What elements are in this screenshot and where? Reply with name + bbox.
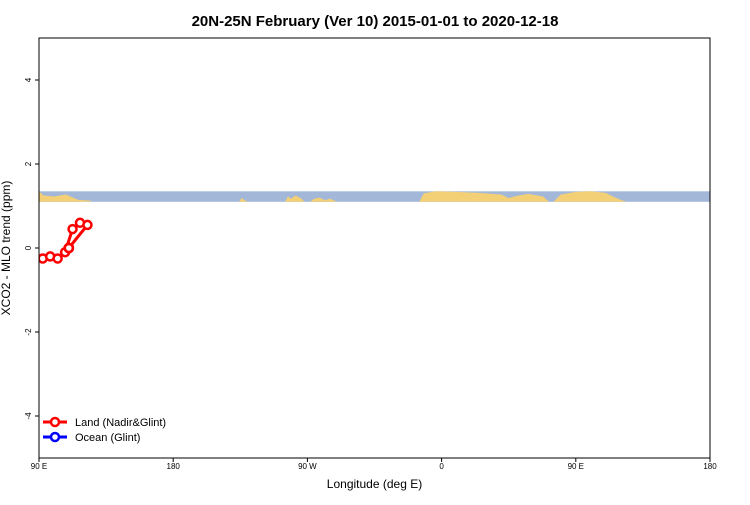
y-tick-label: 2 <box>24 161 33 166</box>
map-land-2 <box>285 195 305 202</box>
legend-ocean-marker <box>49 431 61 443</box>
plot-frame <box>38 37 711 459</box>
data-point <box>52 253 63 264</box>
legend-land-label: Land (Nadir&Glint) <box>75 417 166 429</box>
data-point <box>82 219 93 231</box>
x-tick-label: 90 E <box>568 462 584 471</box>
y-tick-label: 4 <box>24 77 33 82</box>
legend-land-marker <box>49 416 61 428</box>
x-axis: 90 E 180 90 W 0 90 E 180 <box>31 458 717 471</box>
x-tick-label: 180 <box>167 462 181 471</box>
data-point <box>63 242 75 254</box>
series-layer <box>39 217 93 264</box>
x-axis-label: Longitude (deg E) <box>327 477 422 491</box>
chart-title: 20N-25N February (Ver 10) 2015-01-01 to … <box>192 13 559 30</box>
legend: Land (Nadir&Glint) Ocean (Glint) <box>43 416 166 444</box>
map-ocean <box>39 191 710 202</box>
x-tick-label: 90 E <box>31 462 47 471</box>
map-land-3 <box>310 197 338 202</box>
x-tick-label: 180 <box>703 462 717 471</box>
map-land-4 <box>419 191 549 202</box>
y-axis-label: XCO2 - MLO trend (ppm) <box>0 181 13 316</box>
map-strip <box>39 191 710 202</box>
data-point <box>67 223 78 235</box>
legend-ocean-label: Ocean (Glint) <box>75 432 140 444</box>
series-land-nadir-glint <box>39 217 93 264</box>
map-land-1 <box>238 198 248 202</box>
map-land-5 <box>553 191 627 202</box>
y-tick-label: -4 <box>24 412 33 420</box>
x-tick-label: 90 W <box>298 462 317 471</box>
x-tick-label: 0 <box>439 462 444 471</box>
y-tick-label: -2 <box>24 328 33 336</box>
y-tick-label: 0 <box>24 245 33 250</box>
map-land-0 <box>39 191 92 202</box>
y-axis: -4 -2 0 2 4 <box>24 77 39 420</box>
